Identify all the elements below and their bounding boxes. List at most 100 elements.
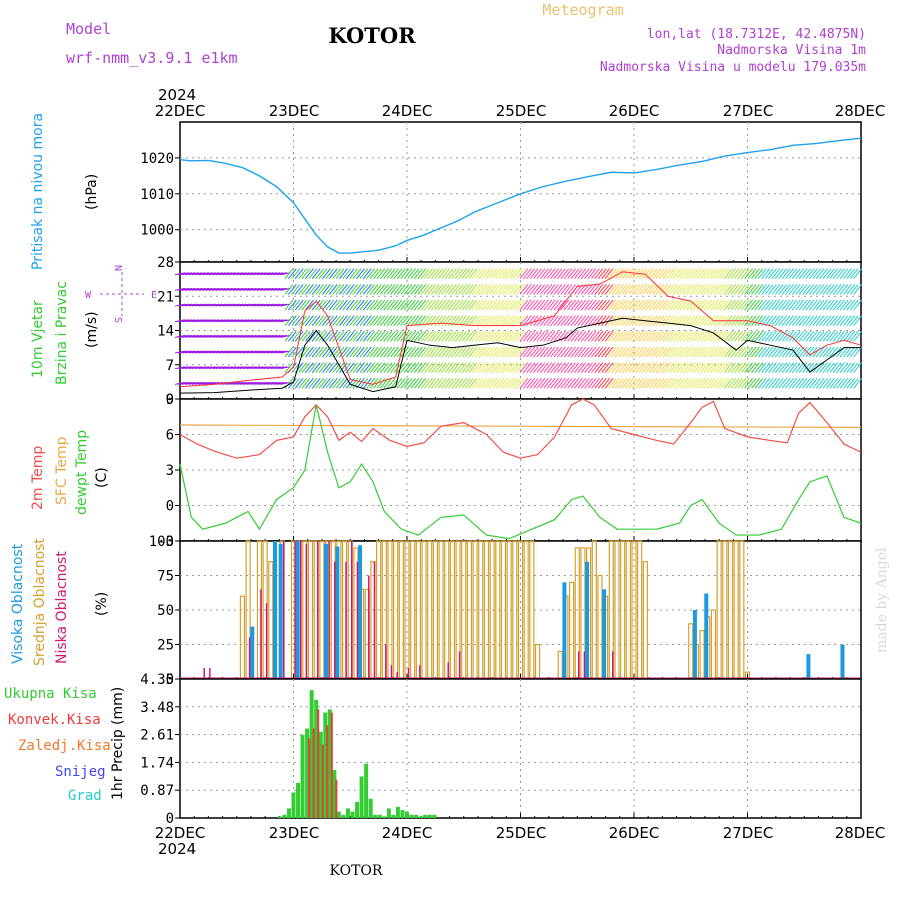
wind-barb [573,268,583,280]
wind-barb [798,331,808,342]
wind-barb [424,378,433,389]
wind-barb [253,350,264,354]
wind-barb [188,350,199,354]
wind-barb [652,346,662,358]
wind-barb [304,299,314,311]
wind-barb [747,299,757,311]
wind-barb [744,378,754,389]
wind-barb [594,331,604,342]
wind-barb [400,268,410,280]
wind-barb [591,346,600,358]
wind-barb [662,378,672,389]
y-tick-label: 14 [157,324,174,340]
wind-barb [345,331,355,342]
wind-barb [567,378,576,389]
wind-barb [740,299,750,311]
wind-barb [260,381,271,385]
wind-barb [243,350,254,354]
wind-barb [215,272,226,276]
wind-barb [465,378,474,389]
wind-barb [713,284,723,295]
elevation-label: Nadmorska Visina 1m [717,43,866,58]
wind-barb [774,299,784,311]
wind-barb [798,284,808,295]
bottom-day-label: 24DEC [382,824,433,842]
wind-barb [339,284,348,295]
wind-barb [482,268,491,280]
wind-barb [560,331,570,342]
wind-barb [519,315,529,327]
wind-barb [403,284,413,295]
wind-barb [260,350,271,354]
wind-barb [263,350,274,354]
wind-barb [580,299,590,311]
low-cloud-bar [583,651,586,679]
wind-barb [383,346,393,358]
wind-barb [430,299,440,311]
wind-barb [461,378,471,389]
total-rain-bar [309,690,314,818]
wind-barb [488,315,498,327]
wind-barb [362,268,372,280]
wind-legend-e: E [151,290,157,301]
wind-barb [219,350,230,354]
wind-barb [420,362,430,373]
wind-barb [468,299,478,311]
wind-barb [744,268,754,280]
wind-barb [509,268,519,280]
wind-barb [791,378,801,389]
wind-barb [451,346,461,358]
wind-barb [475,284,485,295]
wind-barb [648,346,658,358]
wind-barb [539,284,549,295]
wind-barb [246,334,257,338]
wind-barb [631,378,641,389]
wind-barb [842,268,852,280]
wind-barb [502,346,512,358]
wind-barb [570,268,580,280]
wind-barb [659,315,668,327]
high-cloud-bar [562,582,567,679]
wind-barb [225,303,237,307]
high-cloud-bar [250,626,255,679]
wind-barb [778,331,788,342]
precip-legend: Ukupna Kisa Konvek.Kisa Zaledj.Kisa Snij… [4,686,111,804]
wind-barb [339,315,348,327]
wind-barb [212,272,223,276]
wind-barb [202,350,213,354]
wind-barb [713,268,723,280]
wind-barb [174,303,186,307]
wind-barb [611,331,621,342]
wind-barb [345,346,355,358]
wind-barb [556,268,566,280]
wind-barb [563,362,573,373]
total-rain-bar [345,808,350,818]
wind-barb [781,315,791,327]
wind-barb [195,287,206,291]
wind-barb [539,299,549,311]
wind-barb [570,299,580,311]
wind-barb [832,362,842,373]
wind-barb [577,299,587,311]
wind-barb [543,362,553,373]
wind-barb [761,346,771,358]
wind-barb [669,299,679,311]
wind-barb [720,268,730,280]
wind-barb [349,299,359,311]
high-cloud-bar [585,561,590,679]
wind-barb [662,362,672,373]
wind-barb [448,268,457,280]
wind-barb [638,362,648,373]
wind-barb [359,378,369,389]
wind-barb [191,334,203,338]
wind-barb [788,378,798,389]
wind-barb [594,362,604,373]
wind-barb [366,362,376,373]
wind-barb [805,346,815,358]
wind-barb [359,299,369,311]
wind-barb [291,346,301,358]
wind-barb [659,378,668,389]
wind-barb [471,331,481,342]
wind-barb [778,284,788,295]
wind-barb [560,315,570,327]
